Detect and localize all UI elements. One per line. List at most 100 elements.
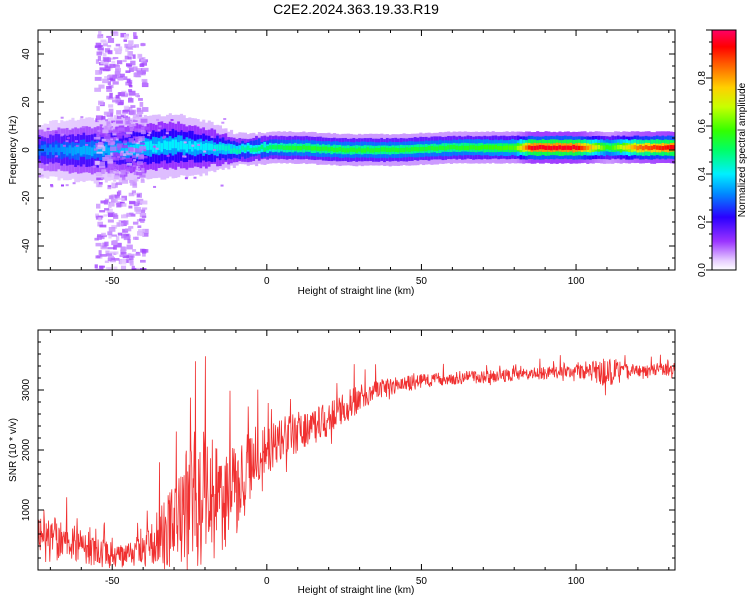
spectrogram-cell [157,129,161,132]
spectrogram-cell [653,145,657,150]
spectrogram-cell [327,147,331,152]
spectrogram-cell [641,145,645,151]
spectrogram-cell [661,146,665,151]
spectrogram-cell [140,269,147,270]
spectrogram-cell [160,143,164,152]
spectrogram-cell [583,145,587,151]
spectrogram-cell [488,145,492,150]
spectrogram-cell [94,76,102,81]
spectrogram-cell [96,236,102,240]
spectrogram-cell [75,144,79,147]
spectrogram-cell [132,165,136,168]
spectrogram-cell [126,162,133,166]
spectrogram-cell [589,145,593,150]
spectrogram-cell [419,147,423,152]
spectrogram-cell [96,51,103,56]
spectrogram-cell [636,145,640,151]
spectrogram-cell [377,148,381,153]
spectrogram-cell [141,121,145,126]
spectrogram-cell [166,154,170,157]
spectrogram-cell [513,145,517,151]
spectrogram-cell [123,76,128,81]
spectrogram-cell [130,105,136,108]
spectrogram-cell [313,146,317,151]
spectrogram-cell [241,145,245,151]
colorbar-gradient [712,30,736,270]
spectrogram-cell [111,127,117,131]
spectrogram-cell [95,172,103,177]
spectrogram-cell [146,141,150,151]
spectrogram-cell [115,164,119,167]
spectrogram-cell [117,222,124,227]
spectrogram-cell [107,81,111,85]
spectrogram-cell [162,136,166,139]
spectrogram-cell [107,173,112,178]
spectrogram-cell [108,104,114,108]
spectrogram-cell [224,145,228,152]
spectrogram-cell [508,145,512,150]
spectrogram-cell [96,151,103,154]
spectrogram-cell [600,145,604,150]
spectrogram-cell [405,147,409,152]
spectrogram-cell [128,192,135,197]
spectrogram-cell [530,145,534,151]
colorbar-ticks: 0.0 0.2 0.4 0.6 0.8 [697,29,712,277]
spectrogram-cell [94,237,99,241]
spectrogram-cell [179,141,184,150]
snr-x-tick-label: -50 [105,576,120,587]
spectrogram-cell [366,147,370,152]
spectrogram-cell [116,242,122,248]
spectrogram-cell [213,145,217,152]
spectrogram-cell [132,54,136,59]
spectrogram-cell [449,145,453,150]
spectrogram-cell [115,94,120,99]
spectrogram-cell [115,169,119,172]
spectrogram-cell [142,228,149,234]
spectrogram-cell [114,251,119,255]
spectrogram-cell [97,118,102,122]
spectrogram-cell [140,259,146,263]
spectrogram-cell [112,131,117,136]
spectrogram-cell [103,214,108,217]
spectrogram-panel: -50 0 50 100 -40 -20 0 20 40 Height of straight… [8,29,676,297]
spectrogram-cell [109,63,116,68]
spectrogram-cell [184,177,188,180]
spectrogram-cell [218,144,222,151]
spectrogram-cell [282,145,286,150]
spectrogram-cell [132,119,138,122]
spectrogram-cell [71,147,75,156]
spectrogram-cell [85,145,89,155]
spectrogram-cell [122,59,127,63]
spectrogram-cell [127,46,134,50]
spectrogram-cell [112,74,118,79]
spectrogram-cell [344,148,348,153]
spectrogram-cell [136,171,143,176]
spectrogram-cell [63,145,67,155]
spectrogram-cell [625,145,629,150]
spectrogram-cell [116,203,122,208]
spectrogram-cell [127,253,132,256]
spectrogram-cell [171,139,175,149]
spectrogram-cell [103,133,111,139]
spectrogram-cell [141,42,145,47]
spectrogram-cell [177,142,181,151]
spectrogram-cell [70,130,74,133]
spectrogram-cell [335,147,339,153]
spectrogram-cell [98,161,105,166]
spectrogram-cell [106,253,113,257]
spectrogram-cell [455,145,459,150]
spectrogram-cell [104,208,110,211]
spectrogram-cell [611,145,615,150]
spectrogram-cell [252,147,256,152]
spectrogram-cell [137,225,142,228]
spectrogram-cell [140,200,147,204]
spectrogram-cell [655,145,659,150]
spectrogram-cell [128,89,133,92]
spectrogram-cell [128,81,132,87]
spectrogram-cell [104,48,111,53]
spectrogram-cell [207,143,211,151]
spectrogram-cell [126,78,131,83]
spectrogram-cell [49,144,53,153]
spectrogram-cell [107,147,111,157]
spectrogram-cell [132,124,137,127]
